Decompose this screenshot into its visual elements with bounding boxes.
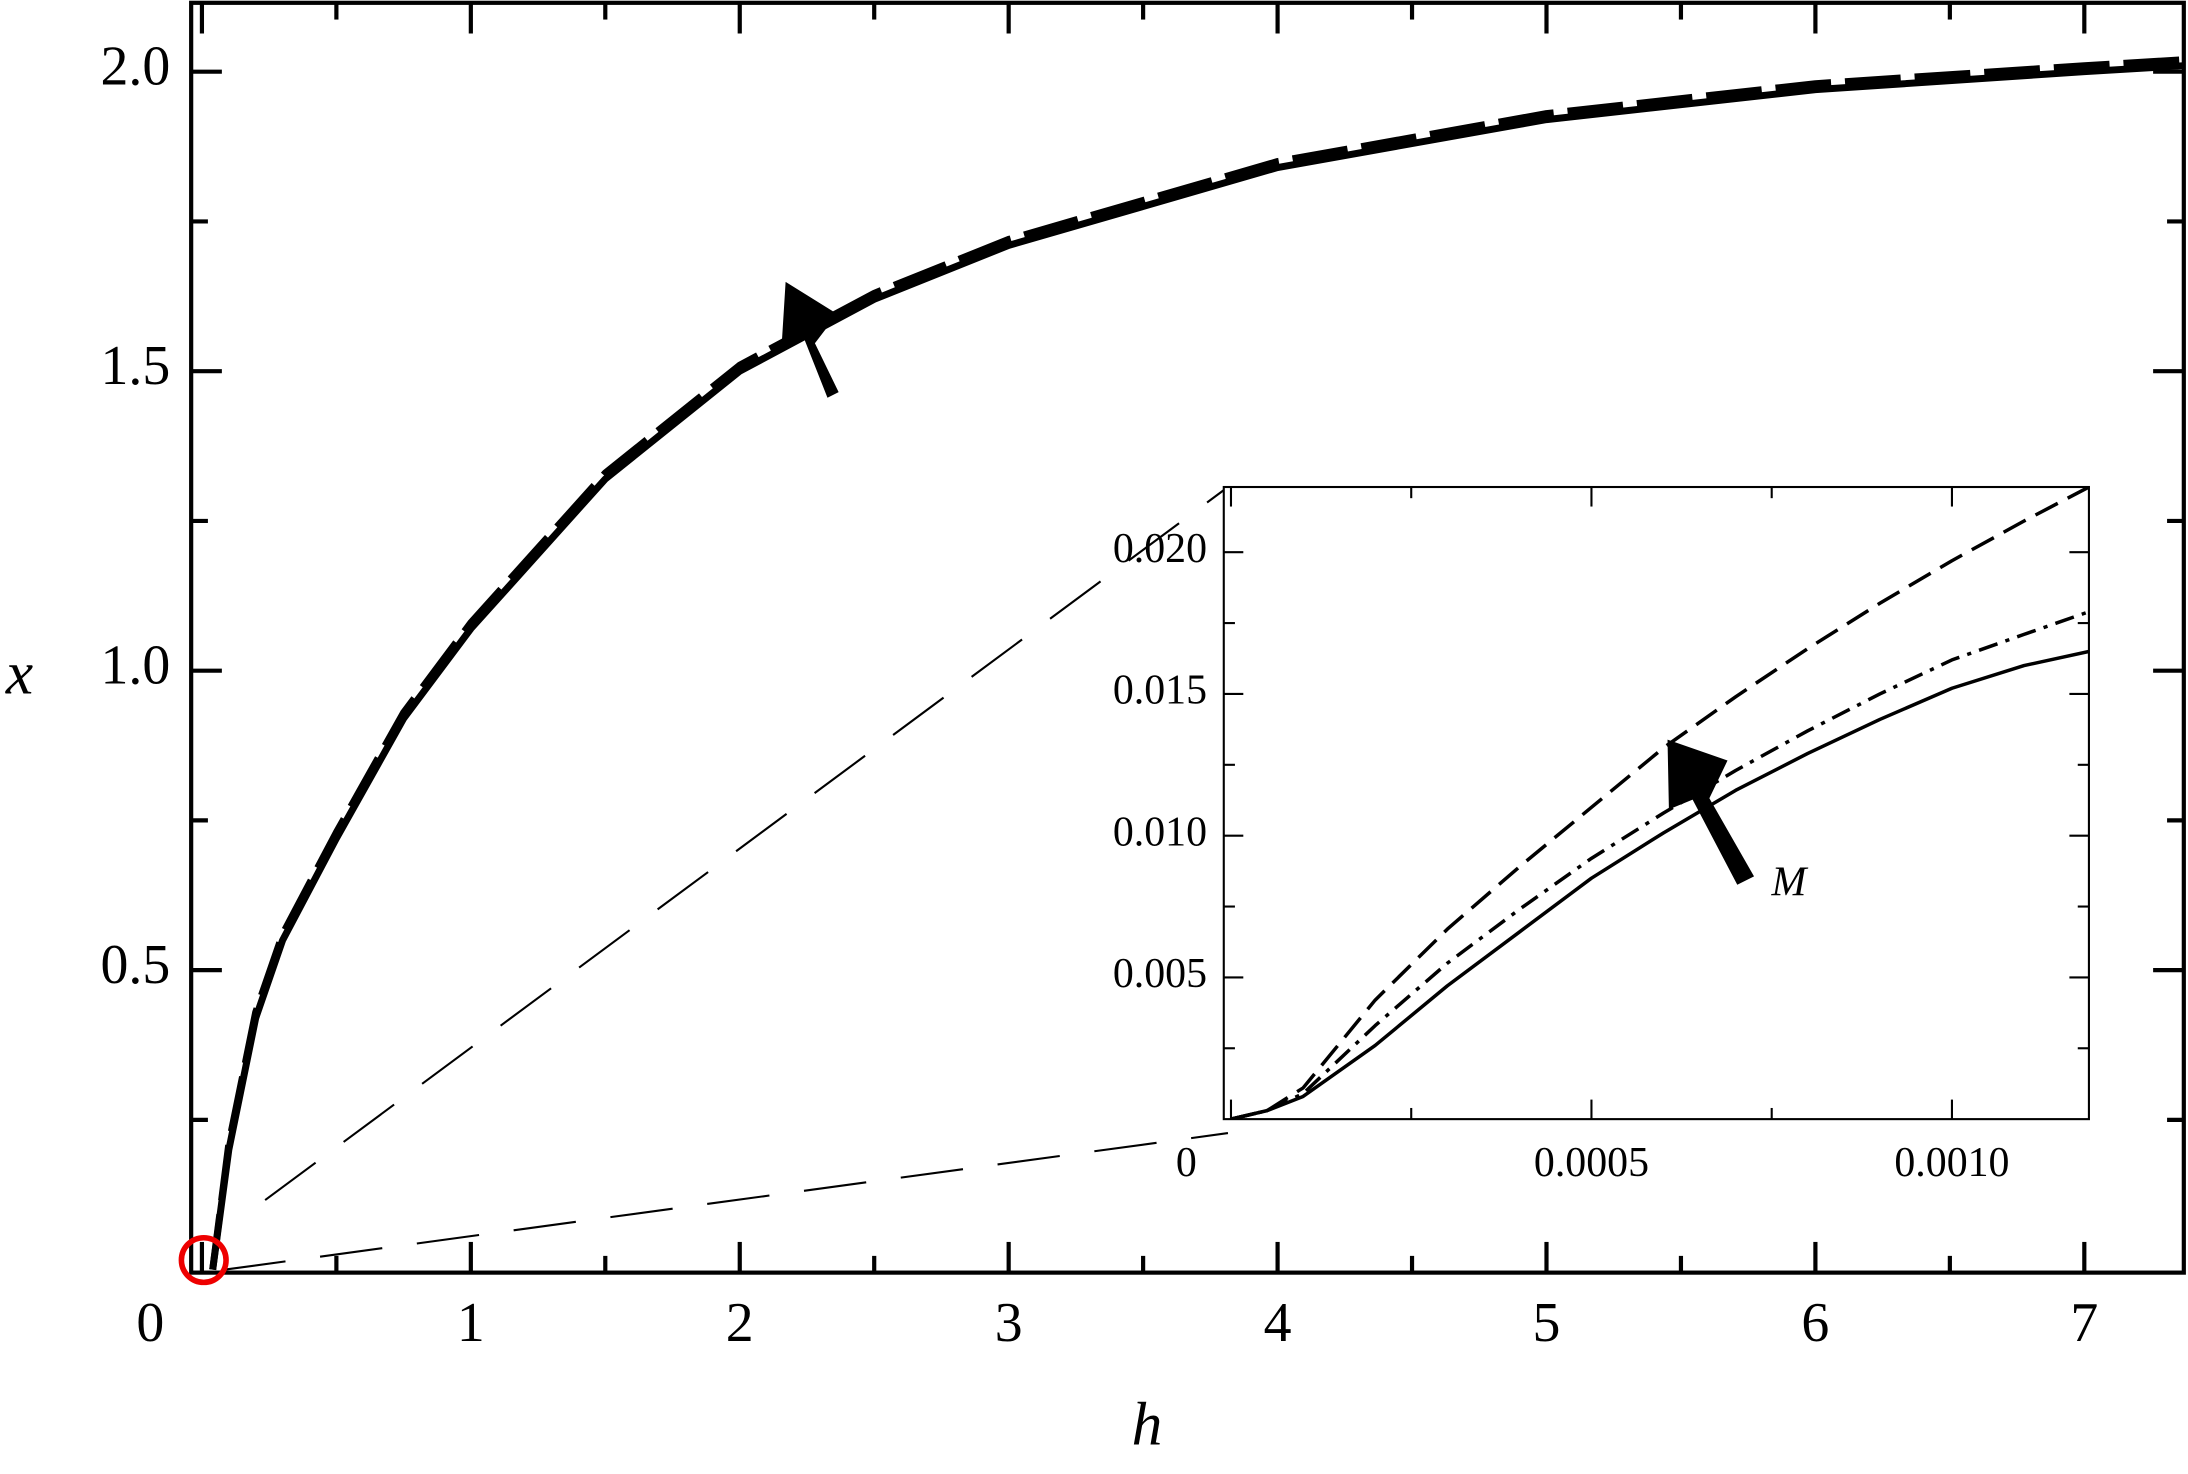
line-series [1230, 610, 2089, 1120]
y-axis-label: x [5, 640, 33, 708]
zoom-line [223, 1132, 1229, 1271]
plot-layer: 0 1 2 3 4 5 6 7 0.5 1.0 1.5 2.0 0 0.0005 0.0010 0.005 0.… [100, 0, 2186, 1354]
arrow [781, 281, 839, 398]
highlight-circle [178, 1234, 229, 1286]
y-tick-label: 1.5 [100, 335, 170, 397]
line-series [209, 56, 2184, 1271]
x-axis-label: h [1132, 1390, 1163, 1458]
y-tick-label: 0.010 [1113, 809, 1207, 855]
line-series [1230, 487, 2089, 1120]
axes-frame [1222, 485, 2090, 1121]
x-tick-label: 0.0005 [1534, 1140, 1649, 1186]
x-tick-label: 4 [1264, 1292, 1292, 1354]
x-tick-label: 7 [2070, 1292, 2098, 1354]
arrow [1667, 739, 1755, 885]
inset-background [1223, 487, 2089, 1120]
x-tick-label: 0 [1176, 1140, 1197, 1186]
plot-area [1230, 487, 2089, 1120]
x-tick-label: 0.0010 [1894, 1140, 2009, 1186]
line-series [1230, 649, 2089, 1120]
y-tick-label: 0.015 [1113, 668, 1207, 714]
x-tick-label: 2 [726, 1292, 754, 1354]
zoom-line [264, 486, 1229, 1201]
y-tick-label: 0.005 [1113, 951, 1207, 997]
x-tick-label: 1 [457, 1292, 485, 1354]
x-tick-label: 0 [136, 1292, 164, 1354]
y-tick-label: 0.5 [100, 934, 170, 996]
y-tick-label: 1.0 [100, 634, 170, 696]
x-tick-label: 6 [1801, 1292, 1829, 1354]
x-tick-label: 5 [1533, 1292, 1561, 1354]
plot-area [209, 56, 2184, 1271]
annotation: M [1770, 860, 1808, 906]
x-tick-label: 3 [995, 1292, 1023, 1354]
y-tick-label: 2.0 [100, 36, 170, 98]
y-tick-label: 0.020 [1113, 526, 1207, 572]
axes-frame [189, 0, 2186, 1275]
